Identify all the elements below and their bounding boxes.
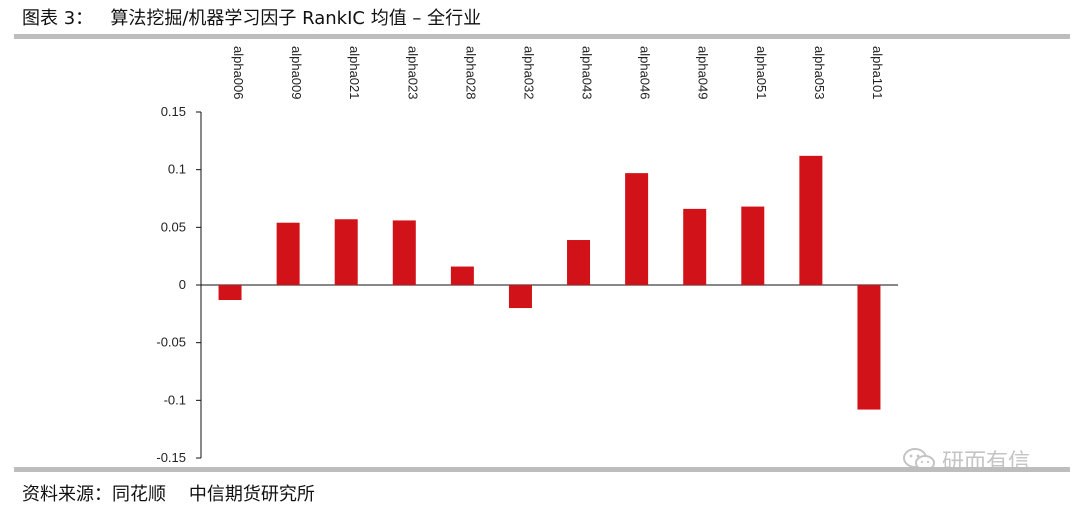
y-tick-label: -0.15 bbox=[156, 450, 186, 465]
source-note: 资料来源：同花顺 中信期货研究所 bbox=[22, 484, 315, 505]
wechat-icon bbox=[903, 448, 935, 471]
category-label: alpha032 bbox=[521, 46, 536, 100]
category-label: alpha028 bbox=[463, 46, 478, 100]
bar-alpha023 bbox=[392, 220, 416, 285]
bar-alpha101 bbox=[857, 285, 881, 410]
category-label: alpha051 bbox=[754, 46, 769, 100]
bar-alpha009 bbox=[276, 222, 300, 285]
top-rule bbox=[14, 34, 1070, 39]
bar-alpha043 bbox=[567, 240, 591, 285]
bar-alpha049 bbox=[683, 208, 707, 285]
bar-alpha028 bbox=[450, 266, 474, 285]
category-label: alpha023 bbox=[405, 46, 420, 100]
bottom-rule bbox=[14, 467, 1070, 472]
bar-alpha021 bbox=[334, 219, 358, 285]
category-label: alpha101 bbox=[870, 46, 885, 100]
y-tick-label: 0 bbox=[179, 277, 186, 292]
category-label: alpha046 bbox=[638, 46, 653, 100]
bar-alpha046 bbox=[625, 173, 649, 285]
bar-alpha053 bbox=[799, 155, 823, 285]
y-tick-label: 0.1 bbox=[168, 162, 186, 177]
bar-alpha051 bbox=[741, 206, 765, 285]
category-label: alpha021 bbox=[347, 46, 362, 100]
category-label: alpha009 bbox=[289, 46, 304, 100]
y-tick-label: 0.15 bbox=[161, 104, 186, 119]
category-label: alpha043 bbox=[580, 46, 595, 100]
category-label: alpha006 bbox=[231, 46, 246, 100]
y-tick-label: -0.05 bbox=[156, 335, 186, 350]
category-label: alpha053 bbox=[812, 46, 827, 100]
bar-alpha032 bbox=[508, 285, 532, 309]
category-label: alpha049 bbox=[696, 46, 711, 100]
bar-alpha006 bbox=[218, 285, 242, 300]
figure-title: 图表 3： 算法挖掘/机器学习因子 RankIC 均值 – 全行业 bbox=[22, 8, 482, 29]
y-tick-label: -0.1 bbox=[164, 392, 186, 407]
y-tick-label: 0.05 bbox=[161, 219, 186, 234]
